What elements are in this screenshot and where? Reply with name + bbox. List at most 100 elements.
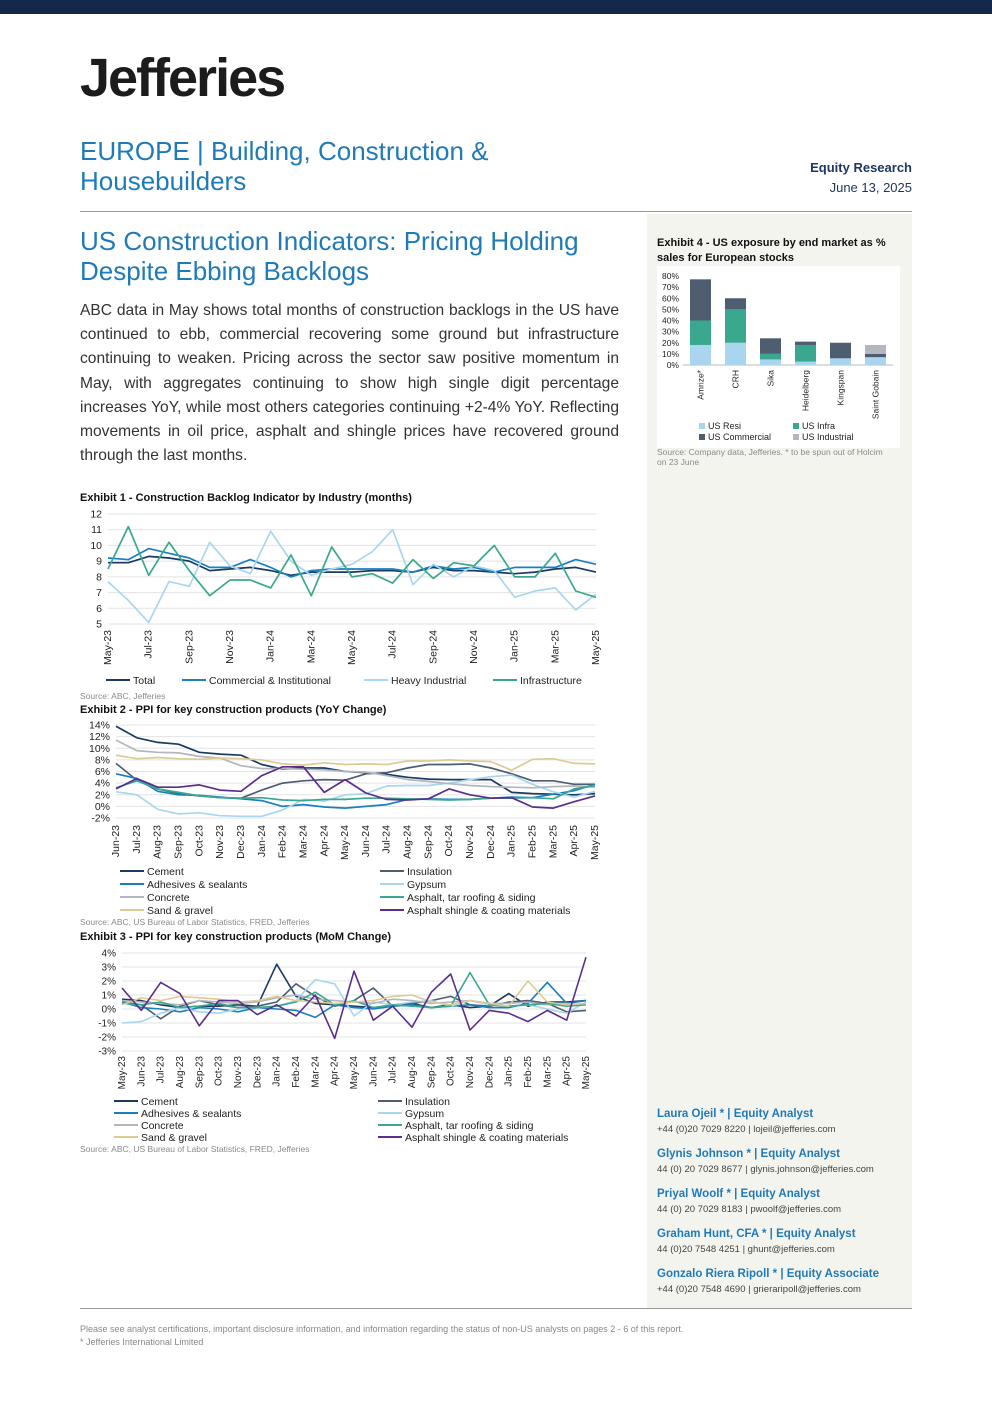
- x-tick-label: Jul-23: [143, 630, 155, 659]
- y-tick-label: 0%: [667, 360, 680, 370]
- x-tick-label: Jul-24: [381, 825, 393, 854]
- analyst-contact[interactable]: +44 (0)20 7548 4690 | grieraripoll@jeffe…: [657, 1284, 861, 1295]
- x-tick-label: May-23: [117, 1056, 128, 1090]
- y-tick-label: 9: [96, 556, 102, 568]
- y-tick-label: -2%: [98, 1033, 116, 1044]
- exhibit-4-source-line-2: on 23 June: [657, 457, 700, 467]
- footer-disclaimer: Please see analyst certifications, impor…: [80, 1324, 684, 1334]
- x-tick-label: Sep-24: [426, 1056, 437, 1089]
- x-tick-label: Mar-25: [542, 1056, 553, 1088]
- x-tick-label: Nov-24: [465, 1056, 476, 1089]
- legend-label: Insulation: [407, 866, 452, 878]
- x-tick-label: Feb-25: [527, 825, 539, 858]
- bar-segment: [760, 353, 781, 360]
- analyst-contact[interactable]: 44 (0)20 7548 4251 | ghunt@jefferies.com: [657, 1244, 835, 1255]
- legend-label: US Industrial: [802, 432, 854, 442]
- x-tick-label: Aug-24: [407, 1056, 418, 1089]
- analyst-name: Priyal Woolf * | Equity Analyst: [657, 1188, 820, 1200]
- y-tick-label: 8%: [95, 754, 110, 766]
- x-tick-label: Jan-25: [509, 630, 521, 662]
- x-tick-label: Oct-24: [446, 1056, 457, 1086]
- sector-line-2: Housebuilders: [80, 166, 247, 196]
- top-bar: [0, 0, 992, 14]
- series-line: [121, 981, 587, 1019]
- x-tick-label: Mar-24: [305, 630, 317, 663]
- legend-label: Cement: [141, 1096, 178, 1108]
- y-tick-label: 4%: [102, 949, 117, 960]
- exhibit-2-title: Exhibit 2 - PPI for key construction pro…: [80, 704, 387, 716]
- analyst-contact[interactable]: 44 (0) 20 7029 8183 | pwoolf@jefferies.c…: [657, 1204, 842, 1215]
- sector-line-1: EUROPE | Building, Construction &: [80, 136, 489, 166]
- bar-segment: [725, 342, 746, 365]
- analyst-contact[interactable]: 44 (0) 20 7029 8677 | glynis.johnson@jef…: [657, 1164, 874, 1175]
- exhibit-4-chart: 80%70%60%50% 40%30%20%10%0% Amrize* CRH Sika…: [657, 266, 900, 448]
- x-tick-label: May-24: [346, 630, 358, 665]
- legend-label: Asphalt, tar roofing & siding: [407, 892, 536, 904]
- x-tick-label: May-25: [589, 825, 601, 860]
- x-tick-label: Feb-24: [277, 825, 289, 858]
- legend-label: Insulation: [405, 1096, 450, 1108]
- x-tick-label: Nov-23: [233, 1056, 244, 1089]
- y-tick-label: 70%: [662, 282, 679, 292]
- y-tick-label: 5: [96, 619, 102, 631]
- bar-segment: [725, 309, 746, 343]
- legend-label: Sand & gravel: [141, 1132, 207, 1144]
- x-tick-label: Apr-25: [568, 825, 580, 857]
- x-tick-label: Nov-24: [464, 825, 476, 859]
- x-tick-label: Mar-24: [310, 1056, 321, 1088]
- exhibit-3-title: Exhibit 3 - PPI for key construction pro…: [80, 931, 392, 943]
- y-tick-label: 10%: [662, 349, 679, 359]
- legend-swatch: [793, 423, 799, 429]
- y-tick-label: 7: [96, 587, 102, 599]
- header-divider: [80, 211, 912, 212]
- category-label: Sika: [766, 370, 776, 387]
- x-tick-label: Sep-23: [172, 825, 184, 859]
- bar-segment: [865, 353, 886, 358]
- series-line: [108, 555, 597, 577]
- x-tick-label: Jul-23: [156, 1056, 167, 1084]
- analyst-card: Glynis Johnson * | Equity Analyst 44 (0)…: [657, 1148, 907, 1175]
- bar-segment: [690, 344, 711, 365]
- y-tick-label: 12%: [89, 731, 110, 743]
- exhibit-3-source: Source: ABC, US Bureau of Labor Statisti…: [80, 1144, 310, 1154]
- x-tick-label: Jun-24: [368, 1056, 379, 1087]
- x-tick-label: Sep-24: [422, 825, 434, 859]
- bar-segment: [760, 359, 781, 365]
- x-tick-label: Jul-24: [387, 630, 399, 659]
- x-tick-label: Sep-23: [194, 1056, 205, 1089]
- x-tick-label: Jun-23: [136, 1056, 147, 1087]
- x-tick-label: Dec-23: [235, 825, 247, 859]
- x-tick-label: Jan-24: [272, 1056, 283, 1087]
- bar-segment: [865, 344, 886, 354]
- exhibit-4-title-line-1: Exhibit 4 - US exposure by end market as…: [657, 237, 886, 249]
- analyst-card: Laura Ojeil * | Equity Analyst +44 (0)20…: [657, 1108, 907, 1135]
- analyst-contact[interactable]: +44 (0)20 7029 8220 | lojeil@jefferies.c…: [657, 1124, 836, 1135]
- category-label: Heidelberg: [801, 370, 811, 411]
- x-tick-label: Jul-24: [388, 1056, 399, 1084]
- x-tick-label: Apr-24: [330, 1056, 341, 1086]
- category-label: Amrize*: [696, 369, 706, 399]
- legend-label: Cement: [147, 866, 184, 878]
- y-tick-label: 11: [91, 524, 102, 536]
- series-line: [115, 765, 596, 809]
- legend-label: Asphalt, tar roofing & siding: [405, 1120, 534, 1132]
- y-tick-label: -3%: [98, 1047, 116, 1058]
- series-line: [121, 980, 587, 1007]
- legend-label: Commercial & Institutional: [209, 675, 331, 687]
- series-line: [107, 547, 597, 578]
- exhibit-4-source: Source: Company data, Jefferies. * to be…: [657, 447, 907, 467]
- legend-swatch: [793, 434, 799, 440]
- y-tick-label: 4%: [95, 778, 110, 790]
- article-title-line-2: Despite Ebbing Backlogs: [80, 256, 370, 286]
- y-tick-label: 8: [96, 571, 102, 583]
- article-title: US Construction Indicators: Pricing Hold…: [80, 226, 620, 286]
- y-tick-label: 10%: [89, 743, 110, 755]
- series-line: [121, 956, 587, 1040]
- bar-segment: [760, 338, 781, 354]
- x-tick-label: May-23: [102, 630, 114, 665]
- x-tick-label: Sep-23: [183, 630, 195, 664]
- bar-segment: [725, 298, 746, 310]
- legend-label: Heavy Industrial: [391, 675, 466, 687]
- series-line: [115, 754, 596, 772]
